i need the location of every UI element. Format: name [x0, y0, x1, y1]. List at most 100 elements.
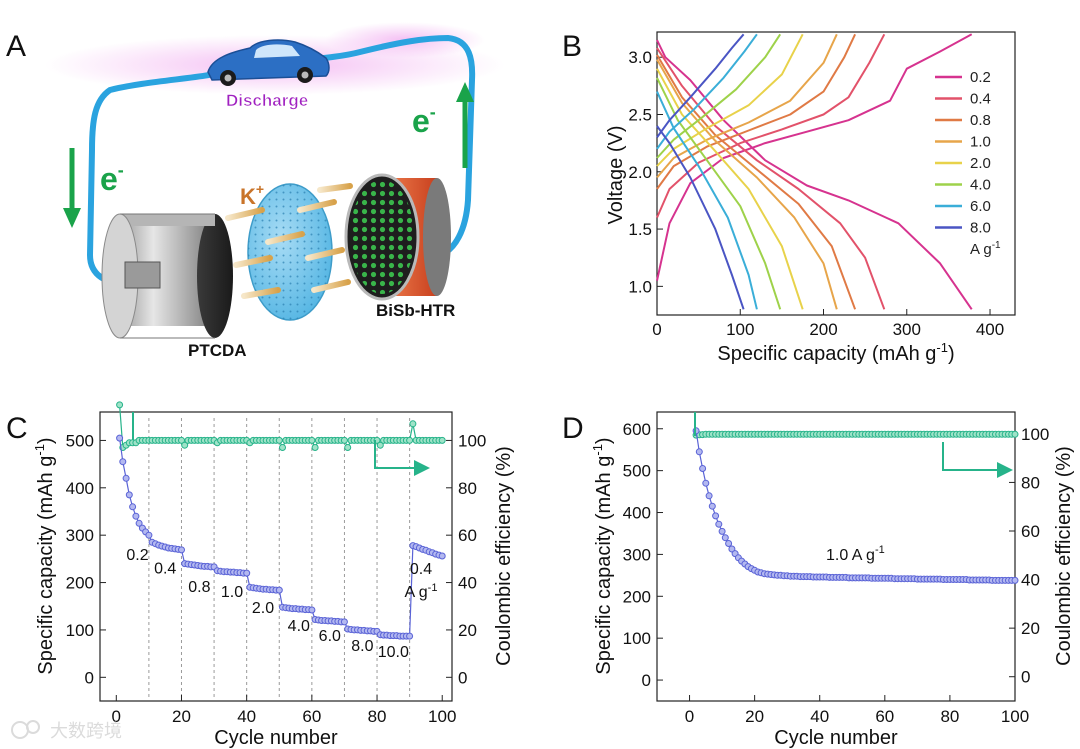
panel-c-ytick-left-label: 200 [66, 574, 94, 593]
panel-c-xlabel: Cycle number [214, 727, 338, 749]
panel-c-rate-label: 6.0 [319, 628, 341, 645]
panel-c-capacity-point [116, 434, 124, 442]
panel-b-ytick-label: 1.5 [628, 220, 652, 239]
panel-b-legend-label: 8.0 [970, 220, 991, 237]
electron-label-right: e- [412, 102, 436, 139]
panel-b-discharge-curve-0.8 [656, 54, 857, 310]
panel-b-legend-unit: A g-1 [970, 240, 1001, 258]
panel-d-xlabel: Cycle number [774, 727, 898, 749]
panel-c-segment-lines [148, 418, 411, 698]
panel-b-charge-curve-6.0 [656, 33, 758, 150]
panel-b-ytick-label: 2.0 [628, 163, 652, 182]
panel-c-ytick-right-label: 60 [458, 526, 477, 545]
electron-arrow-down [63, 148, 81, 228]
panel-c-series [116, 401, 446, 640]
separator-disc [247, 183, 333, 321]
panel-c-ytick-left-label: 400 [66, 479, 94, 498]
panel-d-capacity-point [1011, 576, 1019, 584]
panel-c-efficiency-point [181, 441, 189, 449]
panel-b-charge-curve-0.4 [656, 33, 886, 219]
panel-d-ytick-left-label: 100 [623, 629, 651, 648]
panel-c-chart: C 0 20 40 60 80 100 0 100 200 300 400 500 0 20 40 60 80 1… [6, 401, 515, 749]
panel-d-ytick-left-label: 400 [623, 504, 651, 523]
panel-c-efficiency-point [438, 436, 446, 444]
panel-d-annotation: 1.0 A g-1 [826, 544, 885, 564]
panel-c-efficiency-point [308, 436, 316, 444]
panel-c-xtick-label: 0 [112, 707, 121, 726]
panel-b-charge-curve-4.0 [656, 33, 782, 159]
panel-c-capacity-point [145, 531, 153, 539]
panel-d-capacity-point [725, 540, 733, 547]
panel-c-rate-label: A g-1 [405, 582, 438, 601]
panel-c-capacity-point [178, 546, 185, 554]
panel-d-capacity-point [728, 545, 736, 553]
panel-c-frame [99, 411, 453, 702]
panel-d-frame [656, 411, 1016, 702]
ion-label: K+ [240, 181, 264, 209]
panel-b-series [656, 33, 973, 310]
panel-c-xtick-label: 20 [172, 707, 191, 726]
panel-d-ytick-left-label: 300 [623, 545, 651, 564]
panel-d-ytick-right-label: 40 [1021, 571, 1040, 590]
panel-c-ylabel-right: Coulombic efficiency (%) [493, 446, 515, 666]
panel-d-capacity-point [712, 512, 720, 520]
panel-c-efficiency-point [344, 444, 352, 451]
panel-b-legend: 0.2 0.4 0.8 1.0 2.0 4.0 6.0 8.0 A g-1 [935, 69, 1001, 258]
panel-d-ticks: 0 20 40 60 80 100 0 100 200 300 400 500 600 0 20 40 60 80… [623, 420, 1050, 726]
panel-b-discharge-curve-8.0 [656, 125, 745, 310]
panel-c-capacity-point [340, 618, 348, 626]
panel-d-ylabel-left: Specific capacity (mAh g-1) [590, 437, 615, 674]
electron-arrow-up [456, 82, 474, 168]
panel-c-efficiency-point [340, 436, 348, 444]
panel-c-rate-label: 0.2 [126, 547, 148, 564]
panel-b-legend-label: 1.0 [970, 134, 991, 151]
panel-d-capacity-point [699, 465, 707, 472]
panel-b-charge-curve-0.2 [656, 33, 973, 281]
panel-c-ytick-right-label: 20 [458, 621, 477, 640]
panel-d-capacity-point [718, 527, 726, 535]
panel-b-ylabel: Voltage (V) [605, 126, 627, 225]
panel-c-ce-axis-arrow [374, 440, 430, 476]
anode-electrode [101, 213, 233, 339]
watermark-logo-icon-part [26, 720, 40, 734]
panel-b-legend-label: 6.0 [970, 198, 991, 215]
discharge-label: Discharge [226, 91, 308, 110]
panel-c-rate-label: 8.0 [351, 638, 373, 655]
panel-c-ytick-left-label: 100 [66, 621, 94, 640]
panel-c-capacity-point [129, 503, 137, 511]
panel-b-chart: B 0 100 200 300 400 1.0 1.5 2.0 2.5 3.0 0.2 0.4 0.8… [562, 30, 1016, 365]
panel-b-legend-label: 0.4 [970, 91, 991, 108]
panel-d-ytick-left-label: 500 [623, 462, 651, 481]
panel-c-ticks: 0 20 40 60 80 100 0 100 200 300 400 500 0 20 40 60 80 100 [66, 431, 487, 726]
panel-c-ytick-right-label: 40 [458, 574, 477, 593]
panel-d-ytick-left-label: 600 [623, 420, 651, 439]
panel-a-letter: A [6, 30, 26, 63]
panel-b-legend-label: 4.0 [970, 177, 991, 194]
panel-c-capacity-point [122, 474, 130, 482]
panel-b-ytick-label: 2.5 [628, 105, 652, 124]
cathode-electrode [344, 173, 451, 301]
panel-c-rate-label: 1.0 [221, 584, 243, 601]
panel-d-capacity-point [705, 492, 713, 500]
panel-c-xtick-label: 100 [428, 707, 456, 726]
panel-c-xtick-label: 80 [368, 707, 387, 726]
panel-c-capacity-point [406, 632, 414, 640]
panel-a-schematic: A Discharge e- e- [6, 22, 505, 360]
panel-d-series [692, 427, 1019, 584]
panel-c-capacity-point [125, 491, 133, 499]
panel-c-efficiency-point [279, 444, 286, 451]
panel-c-capacity-point [275, 586, 283, 594]
panel-d-ytick-right-label: 20 [1021, 619, 1040, 638]
panel-b-charge-curve-1.0 [656, 33, 838, 179]
panel-b-legend-label: 0.2 [970, 69, 991, 86]
panel-d-ce-axis-arrow [942, 442, 1013, 478]
panel-d-efficiency-point [1011, 430, 1019, 438]
panel-b-xtick-label: 400 [976, 320, 1004, 339]
panel-c-efficiency-point [376, 441, 384, 449]
panel-b-legend-label: 0.8 [970, 112, 991, 129]
panel-d-capacity-point [695, 448, 703, 456]
cathode-label: BiSb-HTR [376, 301, 455, 320]
panel-d-capacity-point [721, 534, 729, 542]
panel-b-discharge-curve-4.0 [656, 77, 782, 310]
panel-d-capacity-point [702, 479, 710, 487]
